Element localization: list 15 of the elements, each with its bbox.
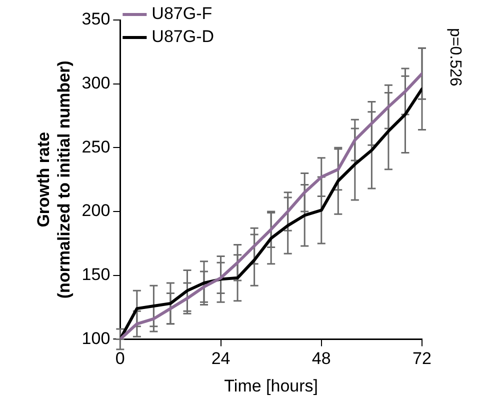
y-tick-label: 100 [82,328,110,348]
y-axis-title: Growth rate (normalized to initial number) [34,60,74,299]
y-tick-label: 150 [82,265,110,284]
x-tick-label: 48 [312,349,331,368]
x-axis-title: Time [hours] [224,376,318,396]
x-tick-label: 24 [211,349,230,368]
y-tick-label: 300 [82,74,110,93]
legend-label: U87G-F [152,4,212,24]
y-tick-label: 350 [82,10,110,29]
legend-label: U87G-D [152,27,214,46]
y-tick-label: 200 [82,201,110,220]
x-tick-label: 72 [412,349,432,368]
y-tick-label: 250 [82,137,110,156]
x-tick-label: 0 [115,349,125,368]
text: p=0.526 [446,28,464,86]
